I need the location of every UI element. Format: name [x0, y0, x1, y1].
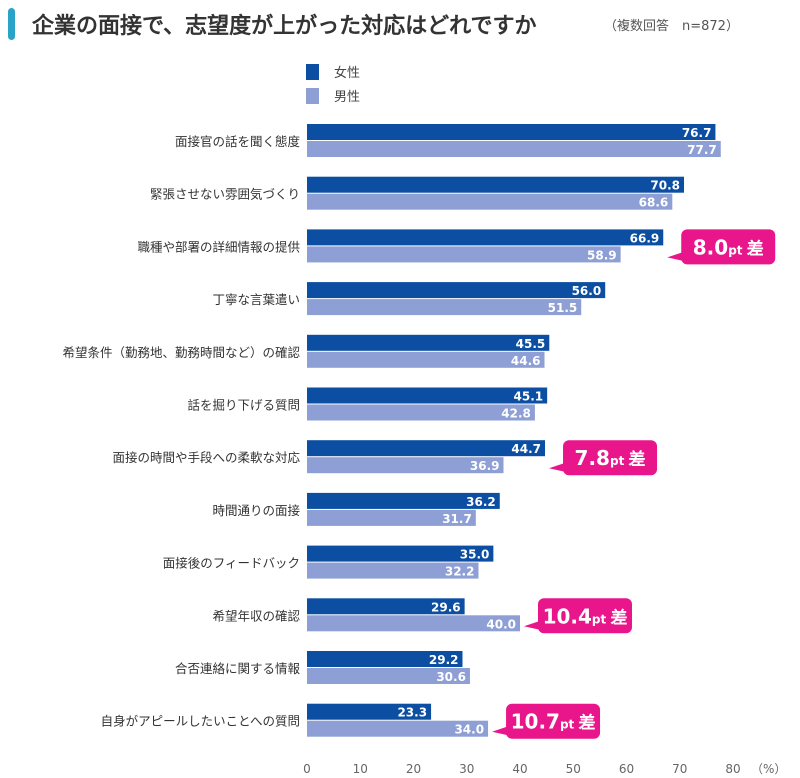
data-label: 34.0 — [454, 723, 484, 737]
x-tick-label: 70 — [672, 762, 687, 776]
bar-female — [307, 545, 494, 562]
data-label: 45.1 — [514, 390, 544, 404]
bar-male — [307, 720, 489, 737]
category-label: 合否連絡に関する情報 — [175, 661, 301, 676]
category-label: 希望年収の確認 — [212, 608, 300, 623]
bar-female — [307, 440, 546, 457]
category-label: 自身がアピールしたいことへの質問 — [101, 714, 300, 729]
bar-female — [307, 651, 463, 667]
bar-female — [307, 387, 548, 404]
callout-pointer — [492, 725, 511, 736]
category-label: 時間通りの面接 — [212, 503, 300, 518]
bar-female — [307, 229, 664, 246]
data-label: 36.2 — [466, 495, 496, 509]
category-label: 面接後のフィードバック — [163, 556, 300, 571]
category-label: 面接官の話を聞く態度 — [175, 134, 301, 149]
bar-male — [307, 141, 721, 157]
legend-swatch — [306, 64, 319, 80]
bar-male — [307, 509, 476, 526]
bar-male — [307, 615, 520, 632]
x-tick-label: 20 — [406, 762, 421, 776]
data-label: 56.0 — [572, 284, 602, 298]
x-tick-label: 40 — [512, 762, 527, 776]
data-label: 40.0 — [486, 617, 516, 631]
legend-swatch — [306, 88, 319, 104]
bar-male — [307, 404, 535, 421]
data-label: 51.5 — [548, 301, 578, 315]
x-tick-label: 80 — [725, 762, 740, 776]
bar-male — [307, 457, 504, 474]
category-label: 話を掘り下げる質問 — [187, 398, 300, 413]
bar-male — [307, 299, 582, 316]
x-tick-label: 10 — [353, 762, 368, 776]
bar-female — [307, 334, 550, 351]
bar-female — [307, 703, 432, 720]
difference-callout — [563, 440, 658, 476]
callout-pointer — [524, 620, 542, 631]
difference-callout — [506, 703, 601, 739]
data-label: 35.0 — [460, 548, 490, 562]
data-label: 31.7 — [442, 512, 472, 526]
bar-male — [307, 193, 673, 210]
data-label: 44.7 — [511, 442, 541, 456]
bar-male — [307, 668, 470, 684]
data-label: 58.9 — [587, 248, 617, 262]
difference-label: 10.7pt 差 — [511, 710, 596, 734]
category-label: 職種や部署の詳細情報の提供 — [137, 239, 300, 254]
data-label: 66.9 — [630, 231, 660, 245]
difference-label: 7.8pt 差 — [575, 446, 646, 470]
legend-label: 女性 — [334, 65, 360, 81]
category-label: 丁寧な言葉遣い — [212, 292, 300, 307]
data-label: 68.6 — [639, 196, 669, 210]
x-tick-label: 0 — [303, 762, 311, 776]
data-label: 42.8 — [501, 407, 531, 421]
title-accent — [8, 8, 15, 40]
x-tick-label: 50 — [566, 762, 581, 776]
difference-label: 8.0pt 差 — [693, 235, 764, 259]
bar-female — [307, 598, 465, 615]
callout-pointer — [667, 251, 686, 262]
callout-pointer — [549, 462, 568, 473]
data-label: 76.7 — [682, 126, 712, 140]
data-label: 77.7 — [687, 143, 717, 157]
data-label: 29.6 — [431, 600, 461, 614]
bar-male — [307, 351, 545, 368]
data-label: 45.5 — [516, 337, 546, 351]
category-label: 緊張させない雰囲気づくり — [150, 187, 300, 202]
bar-male — [307, 562, 479, 579]
chart-title: 企業の面接で、志望度が上がった対応はどれですか — [32, 14, 537, 39]
difference-callout — [538, 598, 632, 634]
legend-label: 男性 — [334, 90, 360, 105]
x-unit-label: （%） — [751, 762, 786, 776]
data-label: 32.2 — [445, 565, 475, 579]
data-label: 36.9 — [470, 459, 500, 473]
difference-callout — [681, 229, 776, 265]
category-label: 希望条件（勤務地、勤務時間など）の確認 — [62, 345, 300, 360]
chart-subtitle: （複数回答 n=872） — [604, 19, 739, 34]
data-label: 70.8 — [650, 179, 680, 193]
category-label: 面接の時間や手段への柔軟な対応 — [112, 450, 300, 465]
bar-female — [307, 176, 685, 193]
data-label: 44.6 — [511, 354, 541, 368]
difference-label: 10.4pt 差 — [543, 604, 628, 628]
data-label: 23.3 — [397, 706, 427, 720]
data-label: 29.2 — [429, 653, 459, 667]
bar-male — [307, 246, 621, 263]
x-tick-label: 60 — [619, 762, 634, 776]
bar-female — [307, 282, 606, 299]
data-label: 30.6 — [436, 670, 466, 684]
bar-female — [307, 124, 716, 140]
x-tick-label: 30 — [459, 762, 474, 776]
bar-female — [307, 492, 500, 509]
